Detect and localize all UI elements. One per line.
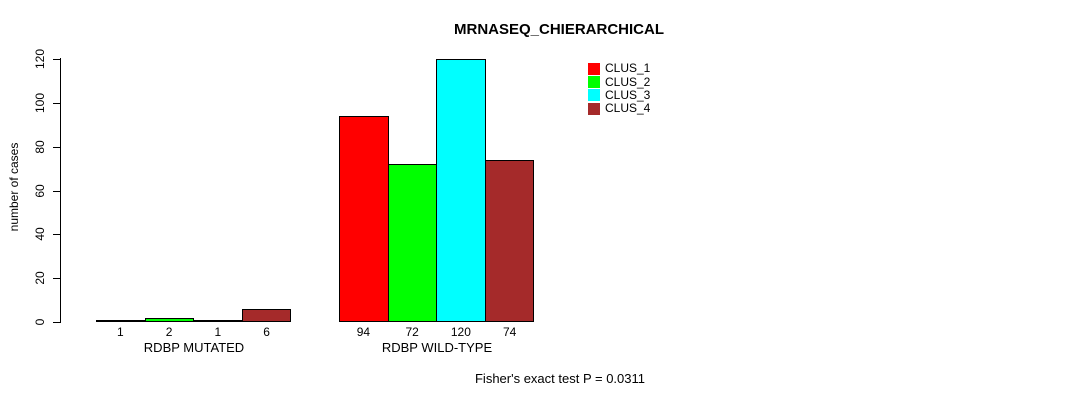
bar-clus_3 — [436, 59, 486, 322]
bar-clus_4 — [484, 159, 534, 322]
bar-clus_2 — [144, 317, 194, 322]
legend-item: CLUS_3 — [588, 87, 651, 102]
bar-clus_1 — [339, 115, 389, 322]
bar-value-label: 72 — [405, 325, 419, 339]
annotation-pvalue: Fisher's exact test P = 0.0311 — [474, 371, 646, 386]
y-axis-tick-label: 40 — [33, 227, 47, 242]
y-axis-tick-label: 20 — [33, 271, 47, 285]
bar-clus_4 — [241, 308, 291, 322]
legend-color-swatch — [588, 89, 600, 102]
x-axis-category-label: RDBP MUTATED — [143, 340, 245, 355]
legend-color-swatch — [588, 102, 600, 115]
y-axis-tick — [53, 277, 61, 279]
y-axis-tick-label: 80 — [33, 139, 47, 154]
bar-value-row: 1 2 1 6 — [96, 325, 291, 339]
legend-label: CLUS_4 — [605, 101, 651, 116]
bar-value-label: 6 — [263, 325, 270, 339]
legend-item: CLUS_1 — [588, 62, 650, 75]
y-axis-tick — [53, 190, 61, 192]
bar-value-label: 1 — [214, 325, 222, 339]
legend-label: CLUS_2 — [605, 74, 651, 89]
y-axis-tick-label: 0 — [33, 318, 47, 326]
legend: CLUS_1 CLUS_2 CLUS_3 CLUS_4 — [588, 62, 650, 116]
y-axis-title: number of cases — [7, 142, 21, 232]
bar-value-label: 94 — [356, 325, 371, 339]
chart-title: MRNASEQ_CHIERARCHICAL — [453, 21, 665, 38]
legend-item: CLUS_2 — [588, 74, 651, 89]
y-axis-tick — [53, 146, 61, 148]
legend-label: CLUS_1 — [605, 61, 651, 76]
bar-value-label: 2 — [165, 325, 173, 339]
legend-label: CLUS_3 — [605, 87, 651, 102]
y-axis-tick-label: 120 — [33, 48, 47, 70]
y-axis-tick — [53, 233, 61, 235]
y-axis-tick-label: 60 — [33, 183, 47, 198]
bar-group-rdbp-wild-type — [339, 59, 534, 322]
y-axis-tick-label: 100 — [33, 92, 47, 113]
legend-color-swatch — [588, 76, 600, 89]
bar-clus_3 — [193, 319, 243, 322]
y-axis-tick — [53, 102, 61, 104]
bar-value-label: 1 — [117, 325, 124, 339]
x-axis-category-label: RDBP WILD-TYPE — [381, 340, 493, 355]
legend-color-swatch — [588, 62, 600, 75]
bar-clus_1 — [96, 319, 146, 322]
legend-item: CLUS_4 — [588, 102, 650, 115]
bar-clus_2 — [387, 164, 437, 322]
bar-value-label: 120 — [450, 325, 471, 339]
y-axis-tick — [53, 321, 61, 323]
bar-group-rdbp-mutated — [96, 308, 291, 322]
y-axis-tick — [53, 58, 61, 60]
bar-value-row: 94 72 120 74 — [339, 325, 534, 339]
bar-value-label: 74 — [502, 325, 517, 339]
